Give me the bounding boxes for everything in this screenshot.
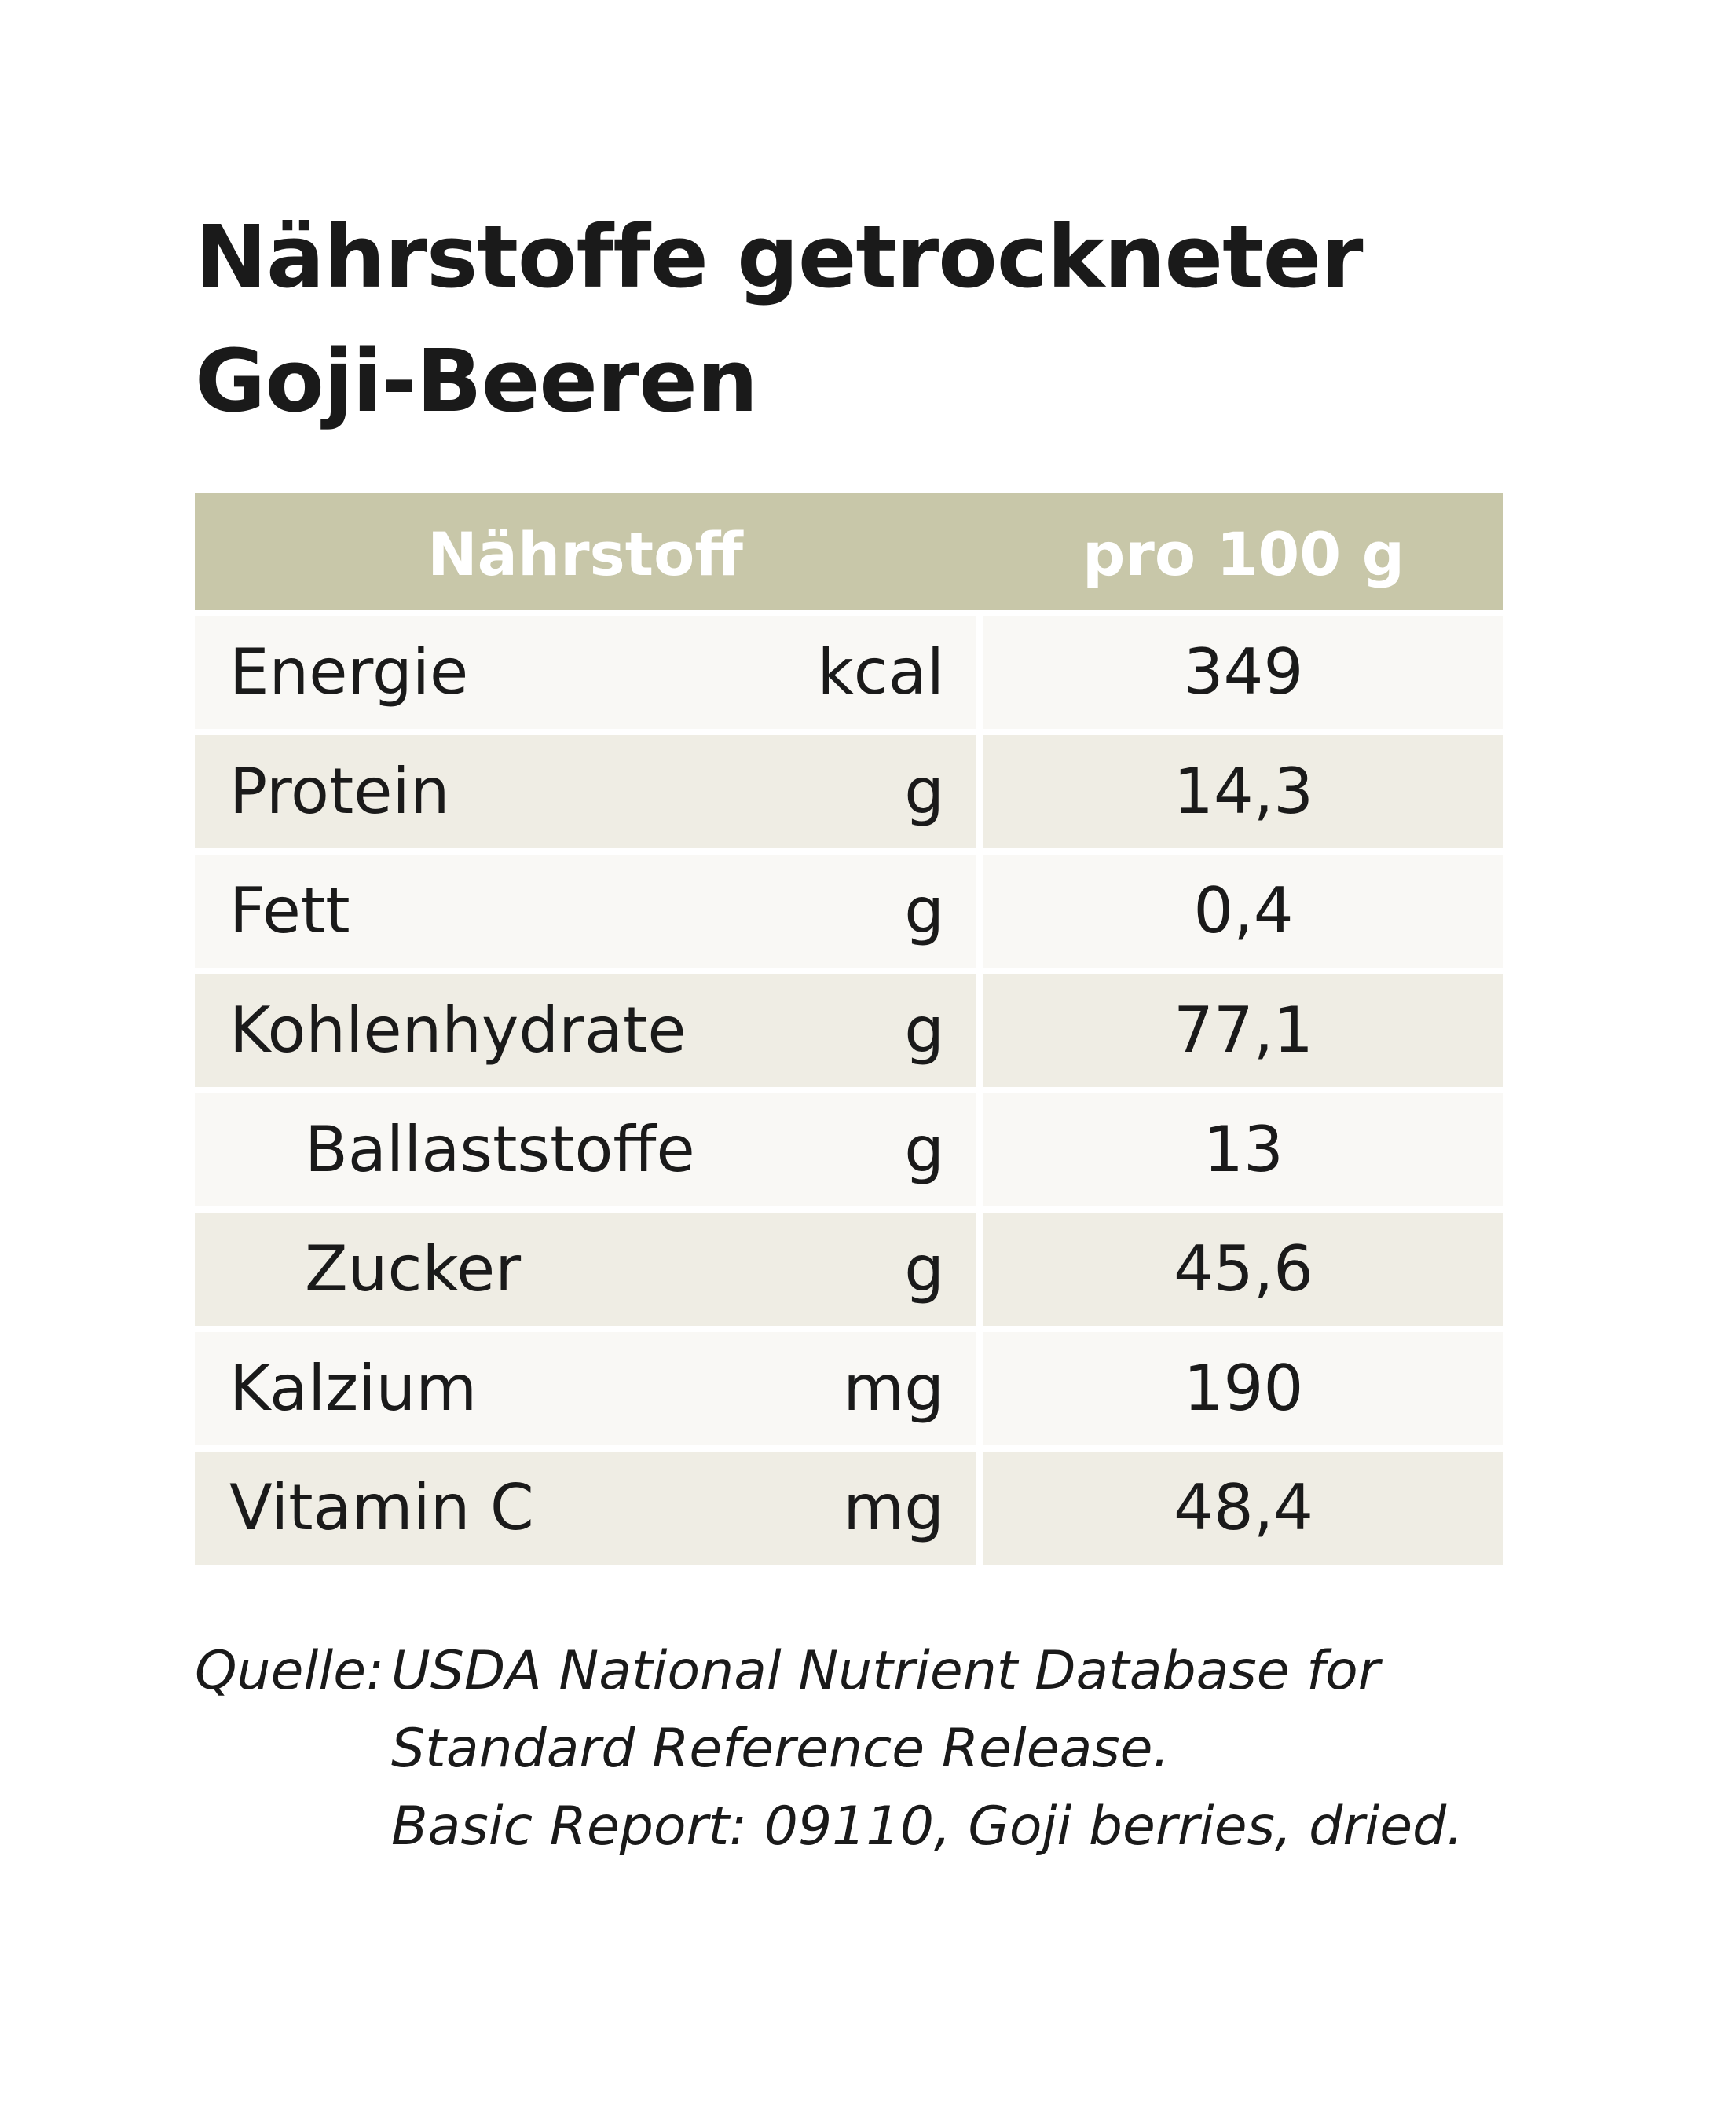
nutrient-value: 190 [1183,1352,1304,1425]
table-row: Energie kcal 349 [195,616,1503,729]
source-line-2: Standard Reference Release. [391,1718,1170,1780]
nutrient-unit: g [904,994,944,1067]
source-label: Quelle: [195,1640,384,1702]
table-row: Protein g 14,3 [195,735,1503,848]
nutrient-name: Fett [229,874,350,947]
nutrient-name: Energie [229,635,469,708]
nutrient-unit: mg [843,1471,944,1544]
nutrient-name: Vitamin C [229,1471,534,1544]
nutrient-value: 14,3 [1173,755,1314,828]
table-row: Zucker g 45,6 [195,1213,1503,1326]
header-per-100g: pro 100 g [1082,519,1405,589]
nutrient-unit: g [904,1113,944,1186]
table-row: Ballaststoffe g 13 [195,1093,1503,1206]
nutrient-table: Nährstoff pro 100 g Energie kcal 349 Prot… [195,493,1503,1571]
nutrient-unit: kcal [817,635,944,708]
nutrient-value: 0,4 [1193,874,1294,947]
page-title: Nährstoffe getrockneter Goji-Beeren [195,195,1530,443]
nutrient-value: 13 [1203,1113,1284,1186]
nutrient-name: Zucker [305,1232,522,1305]
nutrient-unit: mg [843,1352,944,1425]
nutrient-value: 349 [1183,635,1304,708]
nutrient-unit: g [904,874,944,947]
nutrient-name: Kalzium [229,1352,478,1425]
nutrient-value: 45,6 [1173,1232,1314,1305]
table-row: Kalzium mg 190 [195,1332,1503,1445]
nutrient-name: Ballaststoffe [305,1113,695,1186]
nutrient-unit: g [904,755,944,828]
table-row: Vitamin C mg 48,4 [195,1452,1503,1565]
source-line-1: USDA National Nutrient Database for [391,1640,1380,1702]
table-row: Kohlenhydrate g 77,1 [195,974,1503,1087]
table-row: Fett g 0,4 [195,855,1503,968]
header-nutrient: Nährstoff [427,519,743,589]
source-line-3: Basic Report: 09110, Goji berries, dried… [391,1796,1463,1858]
nutrient-name: Kohlenhydrate [229,994,687,1067]
title-line-1: Nährstoffe getrockneter [195,207,1364,307]
nutrient-value: 48,4 [1173,1471,1314,1544]
nutrient-value: 77,1 [1173,994,1314,1067]
title-line-2: Goji-Beeren [195,331,758,431]
nutrient-unit: g [904,1232,944,1305]
table-header: Nährstoff pro 100 g [195,493,1503,610]
nutrient-name: Protein [229,755,450,828]
